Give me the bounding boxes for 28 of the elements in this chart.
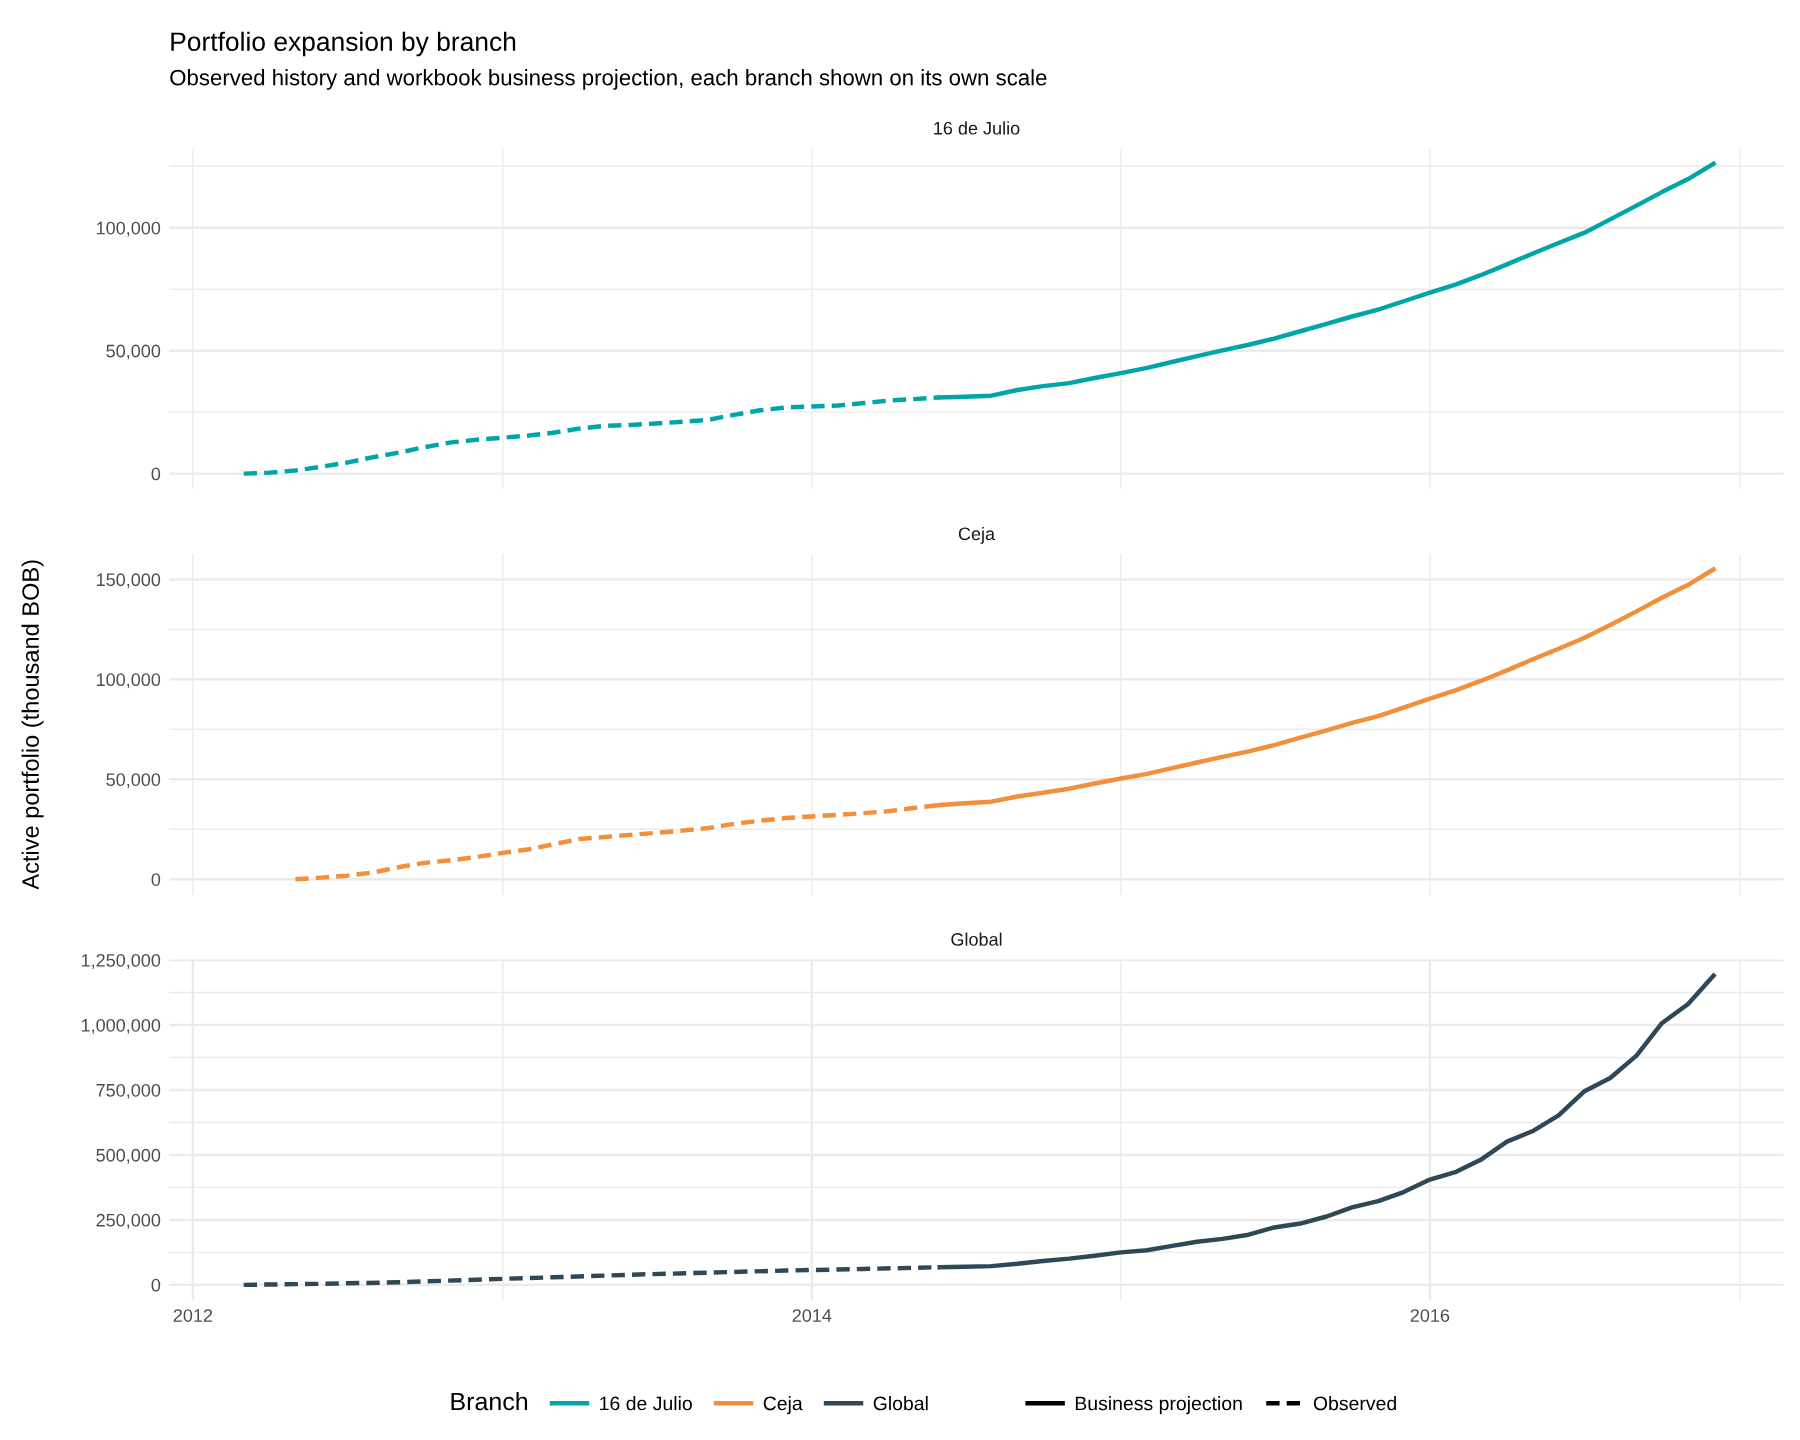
legend-label: Global: [873, 1396, 928, 1411]
text: Observed: [1313, 1396, 1396, 1411]
x-tick-label: 2012: [173, 1309, 213, 1322]
y-tick-label: 50,000: [106, 773, 161, 789]
text: Ceja: [958, 526, 996, 544]
y-tick-label: 0: [151, 873, 161, 886]
y-tick-label: 150,000: [96, 573, 161, 589]
y-tick-label: 100,000: [96, 221, 161, 237]
y-tick-label: 500,000: [96, 1148, 161, 1164]
y-axis-title: Active portfolio (thousand BOB): [21, 560, 44, 890]
legend-title: Branch: [451, 1392, 528, 1411]
text: Business projection: [1075, 1396, 1242, 1415]
y-tick-label: 50,000: [106, 344, 161, 360]
text: Global: [951, 932, 1002, 946]
y-tick-label: 1,250,000: [81, 953, 161, 969]
text: 16 de Julio: [934, 121, 1020, 135]
y-tick-label: 1,000,000: [81, 1018, 161, 1034]
y-tick-label: 0: [151, 1278, 161, 1292]
legend-label: 16 de Julio: [600, 1396, 692, 1411]
x-tick-label: 2016: [1410, 1309, 1450, 1322]
y-tick-label: 100,000: [96, 673, 161, 689]
x-tick-label: 2014: [792, 1309, 832, 1322]
chart-title: Portfolio expansion by branch: [171, 31, 516, 57]
chart-subtitle: Observed history and workbook business projection, each branch shown on its own scale: [170, 69, 1047, 90]
y-tick-label: 250,000: [96, 1213, 161, 1229]
y-tick-label: 0: [151, 467, 161, 481]
legend-label: Ceja: [763, 1396, 803, 1415]
y-tick-label: 750,000: [96, 1083, 161, 1099]
